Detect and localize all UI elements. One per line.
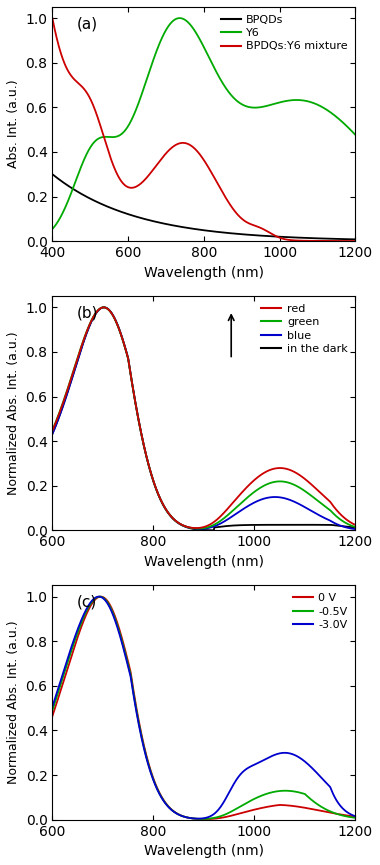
Y-axis label: Normalized Abs. Int. (a.u.): Normalized Abs. Int. (a.u.) [7, 331, 20, 495]
Text: (a): (a) [77, 16, 98, 31]
Text: (b): (b) [77, 305, 98, 321]
Legend: red, green, blue, in the dark: red, green, blue, in the dark [259, 302, 350, 356]
Text: (c): (c) [77, 595, 97, 610]
Legend: BPQDs, Y6, BPDQs:Y6 mixture: BPQDs, Y6, BPDQs:Y6 mixture [218, 12, 350, 54]
Y-axis label: Abs. Int. (a.u.): Abs. Int. (a.u.) [7, 80, 20, 169]
X-axis label: Wavelength (nm): Wavelength (nm) [144, 266, 264, 279]
Y-axis label: Normalized Abs. Int. (a.u.): Normalized Abs. Int. (a.u.) [7, 621, 20, 785]
Legend: 0 V, -0.5V, -3.0V: 0 V, -0.5V, -3.0V [291, 591, 350, 632]
X-axis label: Wavelength (nm): Wavelength (nm) [144, 844, 264, 858]
X-axis label: Wavelength (nm): Wavelength (nm) [144, 554, 264, 569]
